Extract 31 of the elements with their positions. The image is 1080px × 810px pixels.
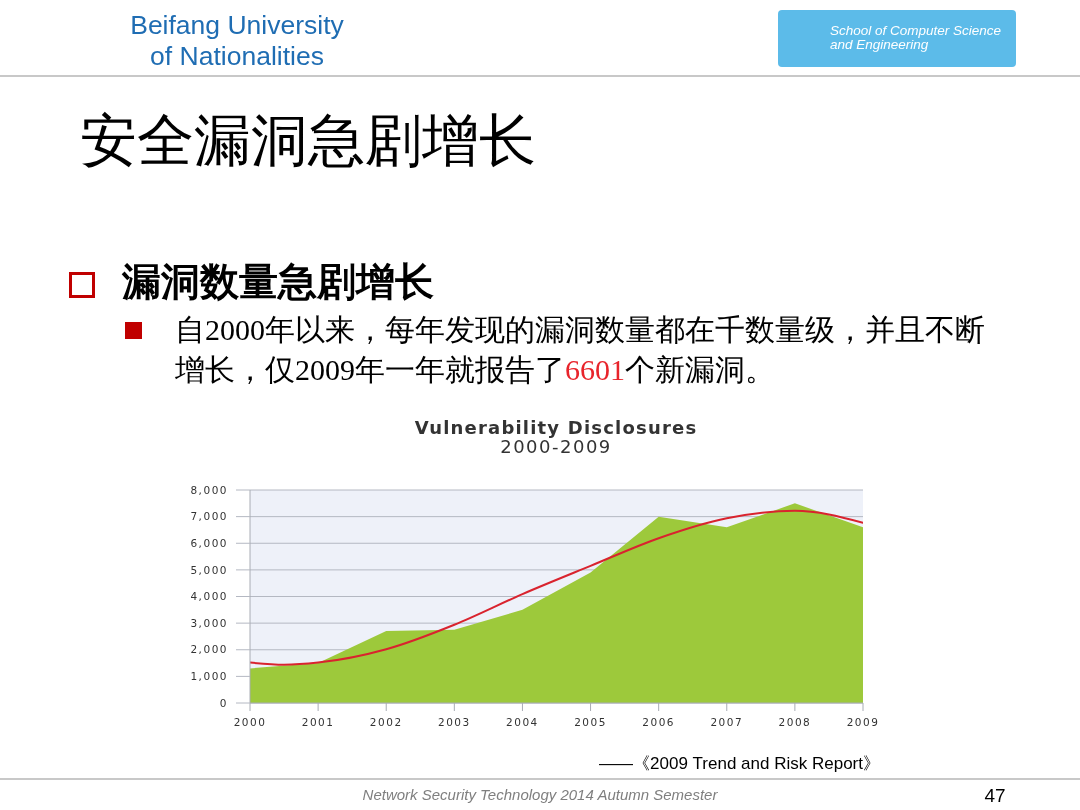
x-tick-label: 2009 — [846, 716, 880, 729]
y-tick-label: 3,000 — [190, 616, 228, 629]
x-tick-label: 2001 — [301, 716, 335, 729]
chart-title: Vulnerability Disclosures — [414, 417, 698, 438]
y-tick-label: 5,000 — [190, 563, 228, 576]
text: 漏洞数量急剧增长 — [122, 260, 434, 303]
x-tick-label: 2007 — [710, 716, 744, 729]
text: 安全漏洞急剧增长 — [80, 109, 536, 172]
y-tick-label: 0 — [219, 696, 228, 709]
x-tick-label: 2006 — [642, 716, 676, 729]
y-tick-label: 2,000 — [190, 643, 228, 656]
x-tick-label: 2004 — [506, 716, 539, 729]
y-tick-label: 1,000 — [190, 670, 228, 683]
x-tick-label: 2008 — [778, 716, 812, 729]
text: 自2000年以来，每年发现的漏洞数量都在千数量级，并且不断 — [175, 313, 985, 346]
text: 6601 — [565, 352, 625, 388]
text: ——《2009 Trend and Risk Report》 — [599, 754, 880, 773]
y-tick-label: 6,000 — [190, 536, 228, 549]
text: 增长，仅2009年一年就报告了 — [175, 352, 565, 388]
y-tick-label: 8,000 — [190, 483, 228, 496]
x-tick-label: 2003 — [437, 716, 471, 729]
y-tick-label: 4,000 — [190, 590, 228, 603]
x-tick-label: 2000 — [233, 716, 267, 729]
x-tick-label: 2002 — [369, 716, 403, 729]
text: 47 — [984, 785, 1006, 806]
text: Beifang University of Nationalities — [130, 10, 344, 71]
y-tick-label: 7,000 — [190, 510, 228, 523]
text: 个新漏洞。 — [625, 352, 775, 388]
text: Network Security Technology 2014 Autumn Semester — [362, 786, 718, 803]
x-tick-label: 2005 — [574, 716, 607, 729]
header-banner: School of Computer Science and Engineering — [778, 10, 1016, 67]
